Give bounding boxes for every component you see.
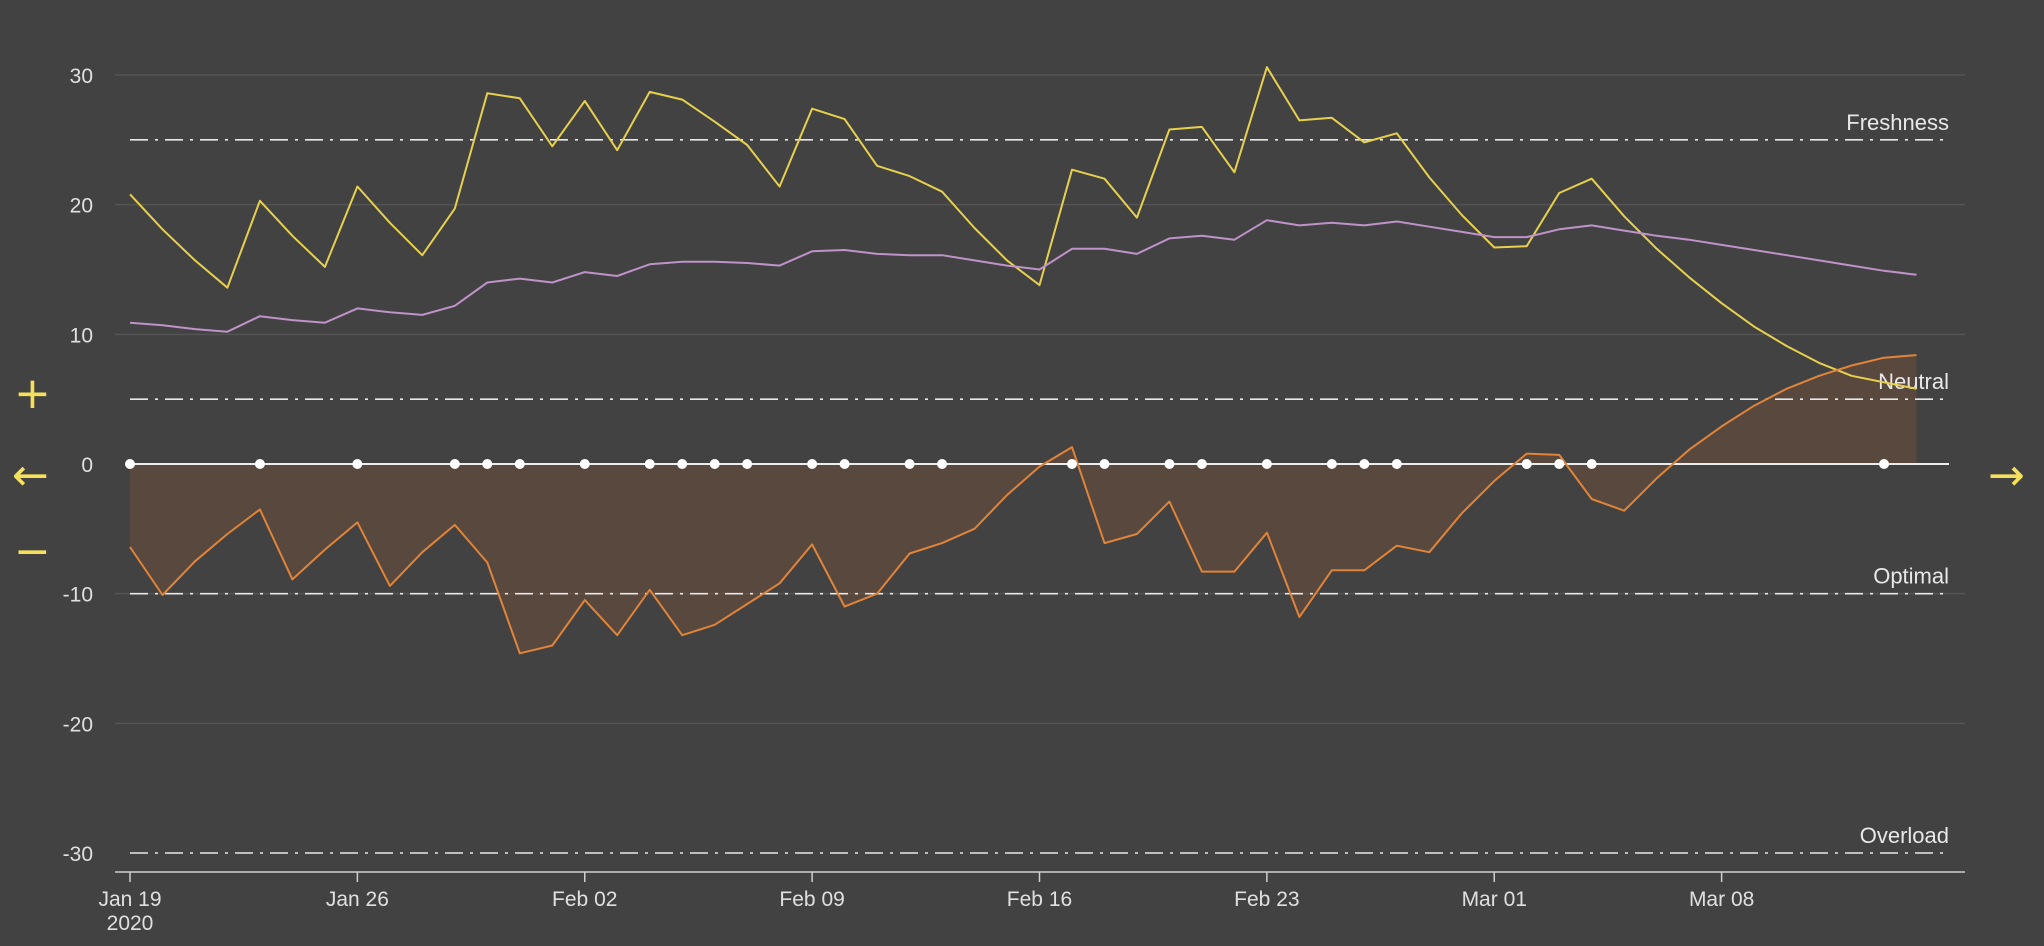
- y-tick-label: 20: [70, 195, 93, 218]
- series-lines: [129, 66, 1917, 655]
- activity-dot: [1586, 459, 1597, 469]
- activity-dot: [644, 459, 655, 469]
- y-tick-label: 0: [81, 454, 93, 477]
- activity-dot: [254, 459, 265, 469]
- zone-label: Neutral: [1878, 369, 1949, 394]
- x-tick-label: Feb 02: [552, 888, 617, 911]
- y-tick-label: -30: [63, 843, 93, 866]
- activity-dot: [125, 459, 135, 469]
- activity-dot: [579, 459, 590, 469]
- activity-dot: [1261, 459, 1272, 469]
- series-line-2: [129, 354, 1917, 655]
- zone-label: Overload: [1860, 823, 1949, 848]
- activity-dot: [1099, 459, 1110, 469]
- x-tick-label: Mar 01: [1462, 888, 1527, 911]
- x-tick-label: Mar 08: [1689, 888, 1754, 911]
- y-tick-label: -10: [63, 584, 93, 607]
- zone-label: Freshness: [1846, 110, 1949, 135]
- activity-dots: [125, 459, 1890, 469]
- series-line-0: [129, 66, 1917, 390]
- activity-dot: [352, 459, 363, 469]
- activity-dot: [1521, 459, 1532, 469]
- x-tick-label: Feb 09: [779, 888, 844, 911]
- activity-dot: [937, 459, 948, 469]
- activity-dot: [1326, 459, 1337, 469]
- zoom-out-button[interactable]: −: [14, 526, 51, 577]
- x-tick-label: Jan 26: [326, 888, 389, 911]
- x-tick-label: Jan 19: [98, 888, 161, 911]
- activity-dot: [1391, 459, 1402, 469]
- activity-dot: [1164, 459, 1175, 469]
- series-line-1: [129, 219, 1917, 333]
- activity-dot: [449, 459, 460, 469]
- activity-dot: [1066, 459, 1077, 469]
- activity-dot: [904, 459, 915, 469]
- x-tick-label: Feb 16: [1007, 888, 1072, 911]
- activity-dot: [839, 459, 850, 469]
- scroll-left-button[interactable]: ←: [12, 450, 49, 501]
- x-tick-label: Feb 23: [1234, 888, 1299, 911]
- y-tick-label: -20: [63, 713, 93, 736]
- activity-dot: [1359, 459, 1370, 469]
- y-tick-label: 10: [70, 324, 93, 347]
- scroll-right-button[interactable]: →: [1988, 450, 2025, 501]
- zone-label: Optimal: [1873, 564, 1949, 589]
- activity-dot: [482, 459, 493, 469]
- activity-dot: [709, 459, 720, 469]
- activity-dot: [514, 459, 525, 469]
- activity-dot: [1554, 459, 1565, 469]
- activity-dot: [677, 459, 688, 469]
- activity-dot: [742, 459, 753, 469]
- area-fill-layer: [130, 355, 1917, 654]
- activity-dot: [1879, 459, 1890, 469]
- y-tick-label: 30: [70, 65, 93, 88]
- zone-lines: Freshness Neutral Optimal Overload: [130, 110, 1949, 854]
- activity-dot: [1196, 459, 1207, 469]
- activity-dot: [807, 459, 818, 469]
- x-tick-sublabel: 2020: [107, 912, 154, 935]
- zoom-in-button[interactable]: +: [14, 368, 51, 419]
- tsb-area: [130, 355, 1917, 654]
